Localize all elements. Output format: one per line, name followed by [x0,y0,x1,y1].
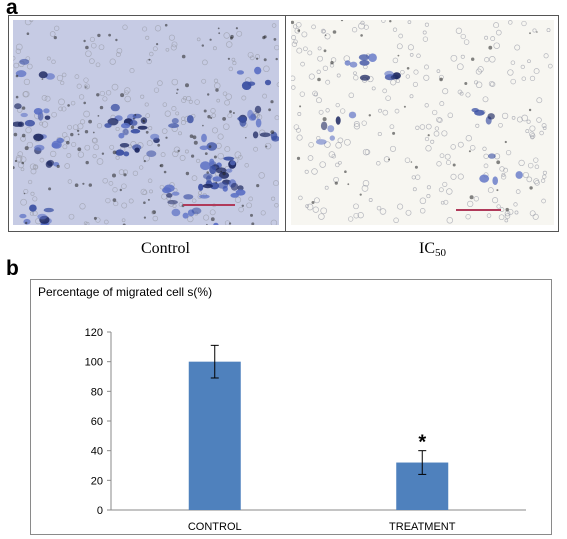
ic50-caption-subscript: 50 [435,247,446,259]
x-tick-label: TREATMENT [389,521,456,533]
y-tick-label: 100 [85,357,103,369]
y-tick-label: 20 [91,475,103,487]
chart-title: Percentage of migrated cell s(%) [38,285,212,299]
bar-chart: Percentage of migrated cell s(%) 0 20 40 60 8… [38,285,526,533]
ic50-caption-main: IC [419,240,435,257]
y-tick-label: 0 [97,505,103,517]
y-tick-label: 40 [91,446,103,458]
y-tick-label: 80 [91,386,103,398]
y-tick-label: 120 [85,327,103,339]
ic50-caption: IC50 [419,240,446,259]
error-bar [418,450,427,475]
panel-b-letter: b [6,257,19,280]
significance-marker: * [418,432,426,454]
bar-control [188,361,241,510]
error-bar [210,344,219,379]
ic50-micrograph [291,20,554,225]
panel-a-letter: a [6,0,18,19]
x-tick-label: CONTROL [188,521,242,533]
control-caption: Control [141,240,190,257]
control-micrograph [13,20,279,225]
chart-frame: Percentage of migrated cell s(%) 0 20 40 60 8… [30,279,552,535]
y-tick-label: 60 [91,416,103,428]
micrograph-divider [285,15,286,232]
